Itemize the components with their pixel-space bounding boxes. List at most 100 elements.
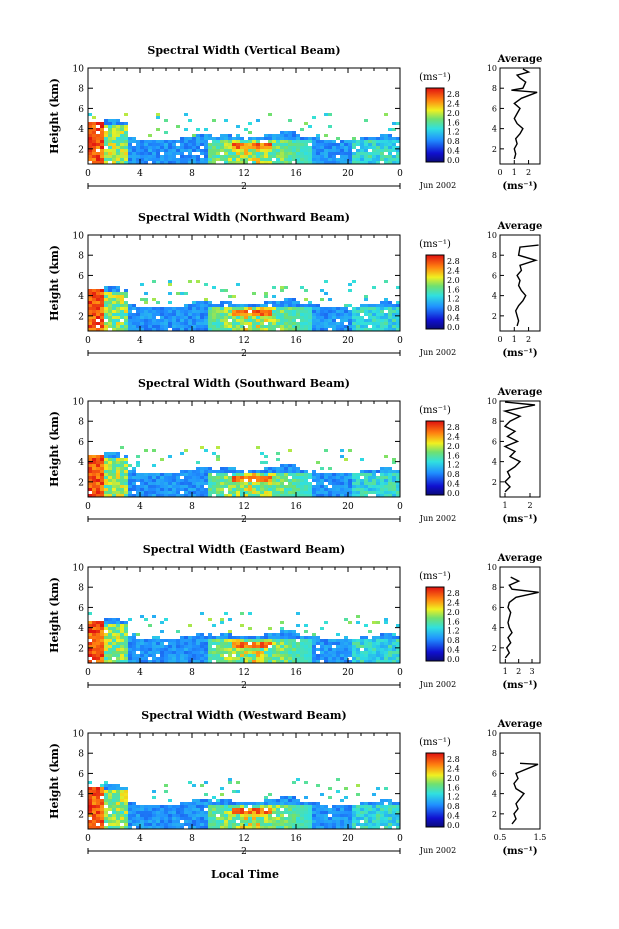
avg-y-tick-label: 4 bbox=[492, 790, 497, 799]
average-frame bbox=[499, 67, 541, 165]
y-tick-label: 8 bbox=[78, 750, 84, 760]
x-tick-label: 16 bbox=[290, 834, 302, 844]
x-axis-label: Local Time bbox=[211, 868, 279, 881]
heatmap-field bbox=[88, 612, 400, 663]
average-profile-line bbox=[511, 68, 538, 160]
x-tick-label: 4 bbox=[137, 502, 143, 512]
colorbar-tick-label: 0.4 bbox=[447, 314, 460, 323]
x-tick-label: 8 bbox=[189, 834, 195, 844]
x-tick-label: 0 bbox=[397, 834, 403, 844]
colorbar-tick-label: 2.4 bbox=[447, 432, 460, 441]
y-tick-label: 10 bbox=[73, 232, 85, 242]
colorbar-tick-label: 2.8 bbox=[447, 257, 460, 266]
colorbar-unit: (ms⁻¹) bbox=[419, 571, 451, 582]
y-tick-label: 10 bbox=[73, 564, 85, 574]
colorbar-tick-label: 1.6 bbox=[447, 285, 460, 294]
y-tick-label: 10 bbox=[73, 730, 85, 740]
x-tick-label: 4 bbox=[137, 668, 143, 678]
average-profile-line bbox=[514, 244, 539, 327]
x-tick-label: 12 bbox=[238, 502, 249, 512]
x-tick-label: 0 bbox=[85, 668, 91, 678]
date-day: 2 bbox=[241, 515, 247, 525]
date-label: Jun 2002 bbox=[419, 348, 456, 357]
y-tick-label: 2 bbox=[78, 145, 84, 155]
colorbar-tick-label: 2.4 bbox=[447, 99, 460, 108]
avg-x-tick-label: 1 bbox=[503, 667, 508, 676]
avg-y-tick-label: 8 bbox=[492, 251, 497, 260]
avg-y-tick-label: 6 bbox=[492, 437, 497, 446]
colorbar-tick-label: 2.4 bbox=[447, 266, 460, 275]
avg-x-tick-label: 0 bbox=[497, 335, 502, 344]
x-tick-label: 0 bbox=[397, 502, 403, 512]
avg-x-tick-label: 2 bbox=[527, 501, 532, 510]
colorbar-unit: (ms⁻¹) bbox=[419, 239, 451, 250]
avg-y-tick-label: 10 bbox=[487, 231, 497, 240]
avg-x-tick-label: 2 bbox=[516, 667, 521, 676]
x-tick-label: 8 bbox=[189, 336, 195, 346]
colorbar-tick-label: 0.8 bbox=[447, 137, 460, 146]
y-tick-label: 2 bbox=[78, 644, 84, 654]
colorbar-tick-label: 0.4 bbox=[447, 812, 460, 821]
colorbar-tick-label: 0.8 bbox=[447, 470, 460, 479]
average-profile-panel: Average 2 4 6 8 10 0.5 1.5 (ms⁻¹) bbox=[487, 719, 547, 857]
x-tick-label: 20 bbox=[342, 502, 354, 512]
x-tick-label: 20 bbox=[342, 336, 354, 346]
colorbar bbox=[425, 254, 445, 330]
colorbar-tick-label: 1.2 bbox=[447, 461, 460, 470]
colorbar-tick-label: 1.6 bbox=[447, 118, 460, 127]
x-tick-label: 12 bbox=[238, 169, 249, 179]
average-unit: (ms⁻¹) bbox=[502, 680, 537, 691]
colorbar-unit: (ms⁻¹) bbox=[419, 72, 451, 83]
colorbar-tick-label: 0.0 bbox=[447, 156, 460, 165]
avg-y-tick-label: 10 bbox=[487, 64, 497, 73]
colorbar-tick-label: 2.8 bbox=[447, 423, 460, 432]
x-tick-label: 16 bbox=[290, 336, 302, 346]
average-frame bbox=[499, 732, 541, 830]
colorbar-tick-label: 2.8 bbox=[447, 755, 460, 764]
y-tick-label: 6 bbox=[78, 604, 84, 614]
colorbar-tick-label: 2.0 bbox=[447, 109, 460, 118]
average-title: Average bbox=[497, 387, 543, 398]
average-unit: (ms⁻¹) bbox=[502, 348, 537, 359]
date-day: 2 bbox=[241, 847, 247, 857]
avg-x-tick-label: 1 bbox=[512, 335, 517, 344]
colorbar-tick-label: 1.2 bbox=[447, 128, 460, 137]
y-axis-label: Height (km) bbox=[48, 743, 61, 819]
colorbar-tick-label: 0.4 bbox=[447, 480, 460, 489]
y-tick-label: 6 bbox=[78, 105, 84, 115]
panel-5: Spectral Width (Westward Beam) 2 4 6 8 10 0 4 8 1… bbox=[48, 709, 546, 857]
avg-x-tick-label: 3 bbox=[529, 667, 534, 676]
y-tick-label: 10 bbox=[73, 65, 85, 75]
colorbar-tick-label: 0.8 bbox=[447, 304, 460, 313]
date-day: 2 bbox=[241, 182, 247, 192]
y-axis-label: Height (km) bbox=[48, 411, 61, 487]
colorbar-tick-label: 2.0 bbox=[447, 774, 460, 783]
avg-y-tick-label: 10 bbox=[487, 563, 497, 572]
panel-title: Spectral Width (Eastward Beam) bbox=[143, 543, 345, 556]
y-tick-label: 6 bbox=[78, 770, 84, 780]
colorbar-tick-label: 1.2 bbox=[447, 793, 460, 802]
x-tick-label: 16 bbox=[290, 668, 302, 678]
average-unit: (ms⁻¹) bbox=[502, 181, 537, 192]
colorbar bbox=[425, 420, 445, 496]
date-label: Jun 2002 bbox=[419, 181, 456, 190]
panel-title: Spectral Width (Northward Beam) bbox=[138, 211, 350, 224]
avg-y-tick-label: 2 bbox=[492, 312, 497, 321]
avg-y-tick-label: 2 bbox=[492, 810, 497, 819]
x-tick-label: 20 bbox=[342, 668, 354, 678]
x-tick-label: 4 bbox=[137, 336, 143, 346]
y-tick-label: 4 bbox=[78, 125, 84, 135]
y-tick-label: 6 bbox=[78, 272, 84, 282]
average-unit: (ms⁻¹) bbox=[502, 514, 537, 525]
avg-y-tick-label: 6 bbox=[492, 769, 497, 778]
avg-y-tick-label: 10 bbox=[487, 397, 497, 406]
avg-y-tick-label: 8 bbox=[492, 749, 497, 758]
average-profile-line bbox=[511, 762, 539, 825]
avg-y-tick-label: 4 bbox=[492, 458, 497, 467]
colorbar bbox=[425, 586, 445, 662]
heatmap-field bbox=[88, 446, 400, 497]
colorbar-tick-label: 1.2 bbox=[447, 295, 460, 304]
